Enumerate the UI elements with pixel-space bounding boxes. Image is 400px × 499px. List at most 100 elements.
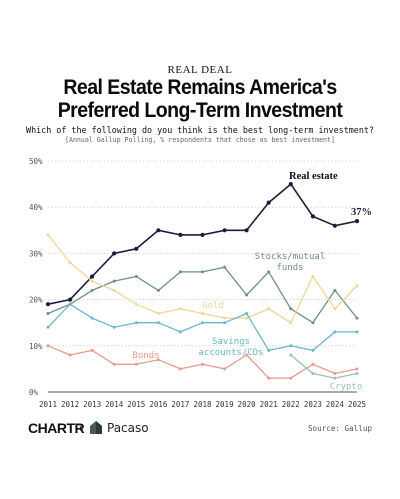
- data-point-real-estate: [156, 228, 161, 233]
- data-point-bonds: [245, 353, 249, 357]
- series-label-savings: Savings: [212, 337, 250, 347]
- y-tick-label: 50%: [29, 157, 43, 166]
- data-point-gold: [267, 307, 271, 311]
- data-point-real-estate: [178, 232, 183, 237]
- data-point-stocks-mutual-funds: [112, 279, 116, 283]
- data-point-gold: [223, 316, 227, 320]
- data-point-gold: [245, 316, 249, 320]
- x-tick-label: 2019: [216, 400, 234, 409]
- data-point-bonds: [355, 367, 359, 371]
- data-point-bonds: [178, 367, 182, 371]
- series-label-accounts-cds: accounts/CDs: [198, 348, 263, 358]
- data-point-gold: [178, 307, 182, 311]
- x-tick-label: 2016: [149, 400, 168, 409]
- data-point-stocks-mutual-funds: [333, 288, 337, 292]
- chart-note: [Annual Gallup Polling, % respondents th…: [65, 136, 335, 144]
- data-point-real-estate: [90, 274, 95, 279]
- data-point-savings-accounts-cds: [333, 330, 337, 334]
- series-line-crypto: [290, 354, 358, 379]
- data-point-real-estate: [200, 232, 205, 237]
- data-point-real-estate: [45, 302, 51, 307]
- series-label-gold: Gold: [202, 301, 224, 311]
- data-point-stocks-mutual-funds: [46, 312, 50, 315]
- data-point-real-estate: [244, 228, 249, 233]
- x-tick-label: 2025: [348, 400, 366, 409]
- data-point-bonds: [333, 372, 337, 375]
- series-label-funds: funds: [276, 263, 303, 273]
- data-point-crypto: [311, 372, 315, 375]
- x-tick-label: 2020: [238, 400, 257, 409]
- data-point-stocks-mutual-funds: [289, 307, 293, 311]
- data-point-real-estate: [134, 246, 139, 251]
- data-point-savings-accounts-cds: [223, 321, 227, 325]
- data-point-gold: [134, 302, 138, 306]
- x-tick-label: 2018: [193, 400, 212, 409]
- data-point-savings-accounts-cds: [178, 330, 182, 334]
- data-point-savings-accounts-cds: [245, 312, 249, 315]
- data-point-gold: [90, 279, 94, 283]
- data-point-bonds: [289, 376, 293, 380]
- data-point-bonds: [68, 353, 72, 357]
- data-point-stocks-mutual-funds: [311, 321, 315, 325]
- data-point-gold: [68, 261, 72, 265]
- data-point-crypto: [355, 372, 359, 375]
- data-point-gold: [355, 284, 359, 288]
- data-point-savings-accounts-cds: [46, 325, 50, 329]
- data-point-gold: [156, 312, 160, 315]
- data-point-gold: [46, 233, 50, 237]
- series-label-stocks-mutual: Stocks/mutual: [255, 252, 325, 262]
- y-tick-label: 0%: [29, 388, 39, 397]
- data-point-stocks-mutual-funds: [267, 270, 271, 274]
- pacaso-house-icon: [90, 421, 102, 434]
- data-point-crypto: [333, 376, 337, 380]
- data-point-savings-accounts-cds: [68, 302, 72, 306]
- data-point-bonds: [112, 362, 116, 366]
- data-point-stocks-mutual-funds: [201, 270, 204, 274]
- x-tick-label: 2015: [127, 400, 145, 409]
- data-point-savings-accounts-cds: [311, 348, 315, 352]
- x-tick-label: 2024: [326, 400, 345, 409]
- data-point-gold: [112, 288, 116, 292]
- data-point-real-estate: [266, 200, 271, 205]
- data-point-stocks-mutual-funds: [223, 265, 227, 269]
- partnership-separator: X: [78, 423, 84, 432]
- data-point-savings-accounts-cds: [112, 325, 116, 329]
- series-line-real-estate: [47, 183, 358, 305]
- data-point-stocks-mutual-funds: [90, 288, 94, 292]
- chart-title-line1: Real Estate Remains America's: [63, 76, 337, 99]
- x-tick-label: 2021: [260, 400, 278, 409]
- data-point-savings-accounts-cds: [267, 348, 271, 352]
- data-point-bonds: [223, 367, 227, 371]
- pacaso-logo-text: Pacaso: [107, 421, 149, 435]
- x-tick-label: 2011: [39, 400, 57, 409]
- data-point-real-estate: [354, 219, 360, 224]
- data-point-crypto: [289, 353, 293, 357]
- data-point-bonds: [156, 358, 160, 362]
- x-tick-label: 2023: [304, 400, 322, 409]
- data-point-stocks-mutual-funds: [134, 275, 138, 278]
- y-tick-label: 30%: [29, 249, 43, 258]
- data-point-gold: [333, 307, 337, 311]
- data-point-bonds: [90, 348, 94, 352]
- data-point-bonds: [311, 362, 315, 366]
- chart-kicker: REAL DEAL: [167, 64, 233, 76]
- data-point-real-estate: [332, 223, 337, 228]
- data-point-bonds: [267, 376, 271, 380]
- data-point-stocks-mutual-funds: [178, 270, 182, 274]
- y-tick-label: 10%: [29, 342, 43, 351]
- chart-subtitle: Which of the following do you think is t…: [26, 125, 374, 135]
- data-point-bonds: [134, 362, 138, 366]
- data-point-savings-accounts-cds: [289, 344, 293, 348]
- data-point-savings-accounts-cds: [90, 316, 94, 320]
- x-tick-label: 2012: [61, 400, 79, 409]
- data-point-savings-accounts-cds: [355, 330, 359, 334]
- y-tick-label: 40%: [29, 203, 43, 212]
- data-point-gold: [289, 321, 293, 325]
- series-label-bonds: Bonds: [132, 351, 159, 361]
- source-note: Source: Gallup: [307, 424, 372, 433]
- data-point-stocks-mutual-funds: [355, 316, 359, 320]
- data-point-gold: [201, 312, 204, 315]
- x-tick-label: 2022: [282, 400, 300, 409]
- data-point-savings-accounts-cds: [134, 321, 138, 325]
- x-tick-label: 2013: [83, 400, 101, 409]
